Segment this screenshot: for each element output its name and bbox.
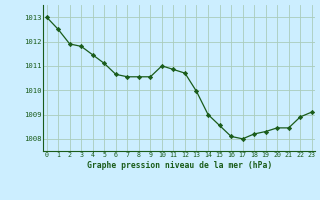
X-axis label: Graphe pression niveau de la mer (hPa): Graphe pression niveau de la mer (hPa) (87, 161, 272, 170)
